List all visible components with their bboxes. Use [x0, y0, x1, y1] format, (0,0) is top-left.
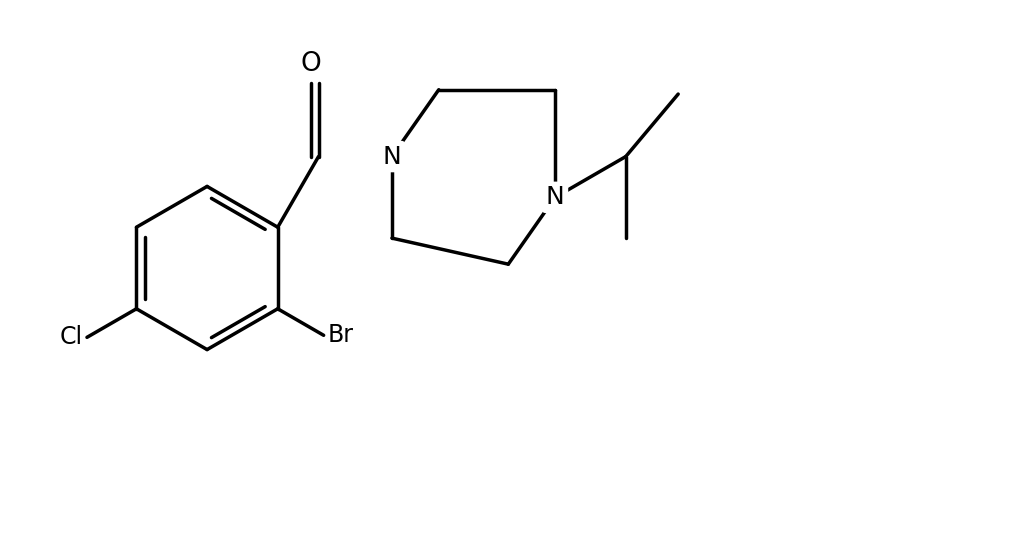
Text: N: N [383, 145, 401, 168]
Text: Br: Br [327, 323, 354, 347]
Text: O: O [301, 51, 321, 77]
Text: N: N [546, 185, 564, 210]
Text: Cl: Cl [60, 325, 83, 349]
